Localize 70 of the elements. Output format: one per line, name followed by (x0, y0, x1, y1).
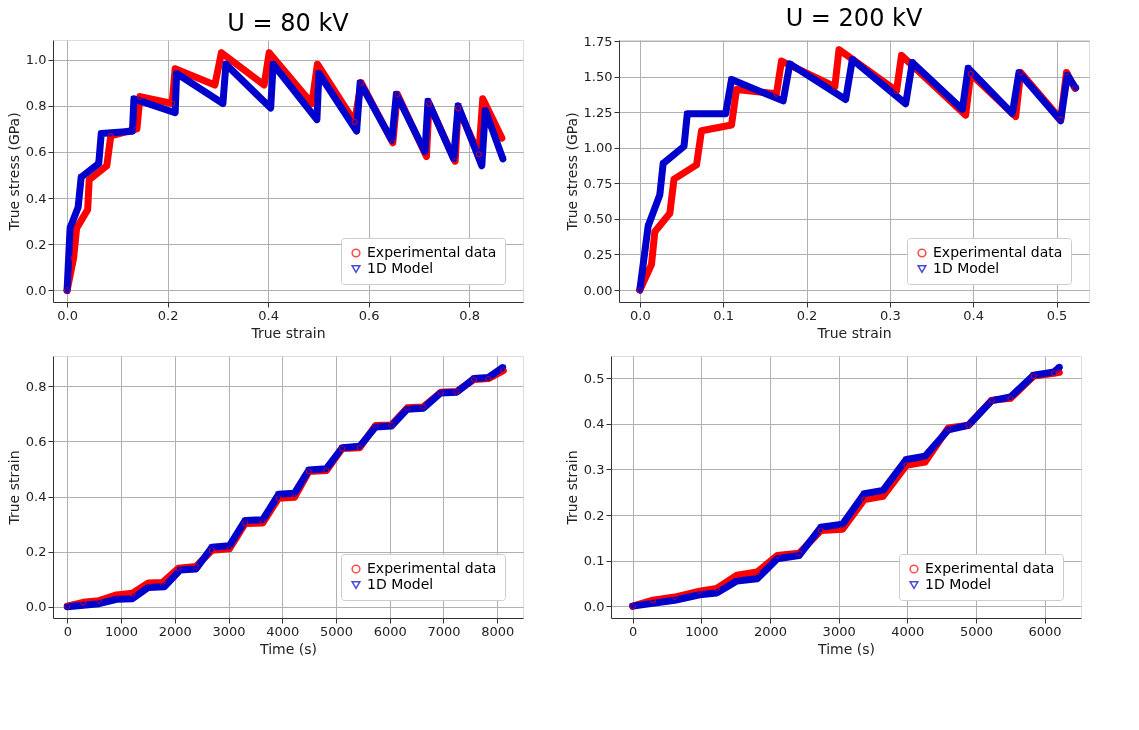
y-tick-label: 0.0 (25, 282, 47, 298)
chart-title: U = 80 kV (227, 9, 350, 37)
x-tick-label: 5000 (959, 623, 993, 639)
x-axis-title: True strain (816, 324, 892, 341)
x-tick-label: 0.0 (57, 307, 78, 323)
y-tick-label: 0.5 (583, 370, 605, 386)
x-axis-title: Time (s) (817, 640, 875, 657)
y-tick-label: 1.75 (583, 33, 613, 49)
y-tick-label: 0.00 (583, 282, 613, 298)
legend-label: 1D Model (367, 260, 434, 276)
x-tick-label: 4000 (891, 623, 925, 639)
y-tick-label: 1.25 (583, 104, 613, 120)
legend-label: Experimental data (367, 244, 497, 260)
y-tick-label: 0.4 (583, 416, 605, 432)
x-axis-title: Time (s) (259, 640, 317, 657)
legend-label: Experimental data (367, 560, 497, 576)
y-tick-label: 0.50 (583, 211, 613, 227)
x-tick-label: 0.4 (258, 307, 279, 323)
y-tick-label: 0.75 (583, 175, 613, 191)
y-tick-label: 1.0 (25, 52, 47, 68)
x-axis-title: True strain (250, 324, 326, 341)
y-tick-label: 0.2 (25, 236, 47, 252)
x-tick-label: 1000 (104, 623, 139, 639)
legend-label: 1D Model (925, 576, 992, 592)
x-tick-label: 0.5 (1046, 307, 1068, 323)
y-axis-title: True strain (563, 450, 580, 526)
x-tick-label: 0.3 (879, 307, 901, 323)
x-tick-label: 0.2 (157, 307, 179, 323)
y-tick-label: 0.3 (583, 461, 605, 477)
x-tick-label: 0.1 (713, 307, 735, 323)
y-tick-label: 0.4 (25, 489, 47, 504)
x-tick-label: 0.8 (459, 307, 481, 323)
x-tick-label: 0.6 (358, 307, 380, 323)
x-tick-label: 2000 (158, 623, 192, 639)
y-tick-label: 0.6 (25, 433, 47, 449)
y-tick-label: 1.00 (583, 140, 613, 156)
x-tick-label: 3000 (212, 623, 246, 639)
x-tick-label: 3000 (822, 623, 856, 639)
x-tick-label: 6000 (1028, 623, 1062, 639)
y-tick-label: 0.4 (25, 190, 47, 206)
y-tick-label: 0.8 (25, 98, 47, 114)
legend-label: 1D Model (367, 576, 434, 592)
y-tick-label: 0.0 (583, 598, 605, 614)
y-tick-label: 0.2 (25, 544, 47, 560)
y-tick-label: 0.8 (25, 378, 47, 394)
y-tick-label: 0.25 (583, 246, 613, 262)
x-tick-label: 0.4 (963, 307, 985, 323)
x-tick-label: 1000 (685, 623, 719, 639)
x-tick-label: 0.2 (796, 307, 818, 323)
y-axis-title: True stress (GPa) (5, 112, 22, 232)
x-tick-label: 7000 (427, 623, 461, 639)
y-tick-label: 0.0 (25, 599, 47, 615)
x-tick-label: 2000 (753, 623, 788, 639)
x-tick-label: 0 (629, 623, 638, 639)
y-tick-label: 1.50 (583, 69, 613, 85)
legend-label: Experimental data (925, 560, 1055, 576)
x-tick-label: 6000 (373, 623, 407, 639)
x-tick-label: 5000 (319, 623, 354, 639)
legend-label: 1D Model (933, 260, 1000, 276)
y-tick-label: 0.2 (583, 507, 605, 523)
y-tick-label: 0.1 (583, 553, 605, 569)
y-axis-title: True stress (GPa) (563, 112, 580, 232)
y-axis-title: True strain (5, 450, 22, 526)
y-tick-label: 0.6 (25, 144, 47, 160)
x-tick-label: 4000 (266, 623, 300, 639)
x-tick-label: 8000 (481, 623, 515, 639)
x-tick-label: 0 (63, 623, 72, 639)
x-tick-label: 0.0 (629, 307, 651, 323)
chart-title: U = 200 kV (785, 4, 923, 33)
legend-label: Experimental data (933, 244, 1063, 260)
